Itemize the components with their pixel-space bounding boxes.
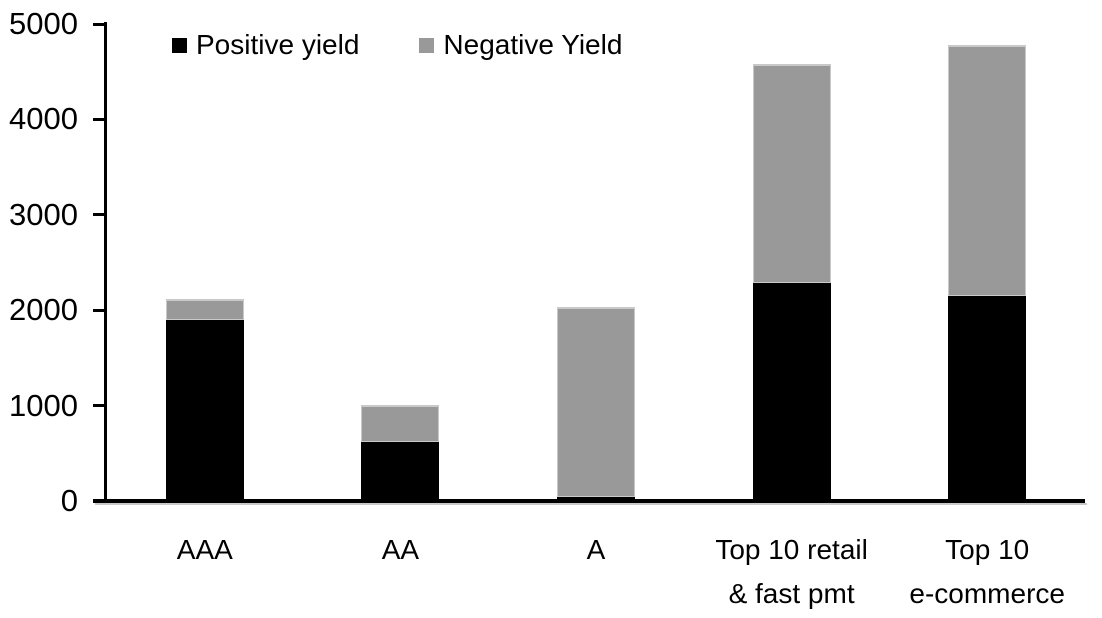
bar-segment-negative-yield <box>557 307 635 498</box>
bar-segment-negative-yield <box>752 64 831 283</box>
y-tick-label: 1000 <box>9 387 78 423</box>
y-tick-mark <box>93 213 107 217</box>
y-tick-label: 3000 <box>9 196 78 232</box>
legend-label-positive-yield: Positive yield <box>196 29 360 60</box>
x-axis-label: Top 10 e-commerce <box>909 534 1065 609</box>
bar-segment-negative-yield <box>165 298 244 320</box>
legend-item-negative-yield: Negative Yield <box>419 28 622 62</box>
y-tick-mark <box>93 22 107 26</box>
x-axis-shadow-line <box>95 503 1087 505</box>
bar-segment-positive-yield <box>361 441 440 501</box>
bar-segment-positive-yield <box>165 319 244 501</box>
y-tick-label: 4000 <box>9 101 78 137</box>
x-axis-label: AAA <box>176 534 233 565</box>
y-tick-mark <box>93 308 107 312</box>
x-axis-label: AA <box>381 534 420 565</box>
y-tick-label: 5000 <box>9 6 78 41</box>
y-tick-mark <box>93 117 107 121</box>
bar-segment-negative-yield <box>948 44 1027 296</box>
bar-segment-positive-yield <box>752 282 831 501</box>
x-axis-label: A <box>586 534 606 565</box>
x-axis-line <box>93 499 1085 503</box>
legend-label-negative-yield: Negative Yield <box>443 29 623 60</box>
x-axis-label: Top 10 retail & fast pmt <box>715 534 868 609</box>
bar-segment-positive-yield <box>948 295 1027 501</box>
positive-yield-swatch-icon <box>172 37 187 53</box>
y-tick-label: 2000 <box>9 292 78 328</box>
negative-yield-swatch-icon <box>419 37 435 53</box>
y-axis-line <box>104 22 107 503</box>
legend-item-positive-yield: Positive yield <box>172 28 359 62</box>
y-tick-label: 0 <box>60 483 78 518</box>
y-tick-mark <box>93 404 107 408</box>
bar-segment-negative-yield <box>361 404 440 442</box>
legend: Positive yield Negative Yield <box>172 28 622 62</box>
